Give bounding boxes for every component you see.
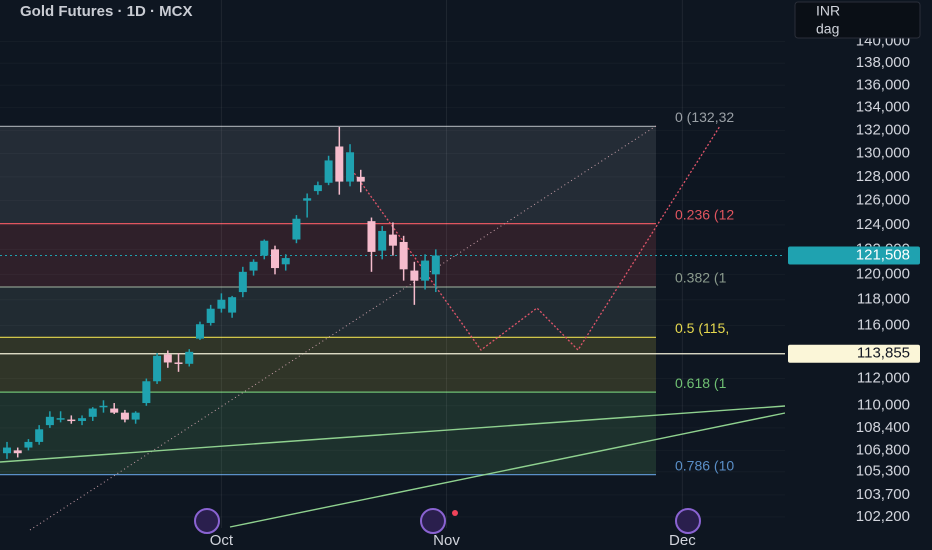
- candle-body: [13, 450, 22, 454]
- y-tick-label: 130,000: [856, 144, 910, 161]
- y-tick-label: 108,400: [856, 419, 910, 436]
- candle-body: [367, 221, 376, 252]
- event-dot: [452, 510, 458, 516]
- fib-label: 0.786 (10: [675, 457, 734, 473]
- fib-zone: [0, 223, 656, 287]
- candle-body: [131, 412, 140, 420]
- candle-body: [45, 416, 54, 426]
- marked-price-badge: [788, 344, 920, 363]
- candle-body: [356, 176, 365, 182]
- candle-body: [206, 308, 215, 323]
- y-tick-label: 118,000: [857, 291, 910, 308]
- y-tick-label: 138,000: [856, 54, 910, 71]
- candle-body: [67, 419, 76, 422]
- candle-body: [142, 381, 151, 404]
- event-icon[interactable]: [420, 508, 446, 534]
- candle-body: [431, 255, 440, 275]
- fib-label: 0.382 (1: [675, 270, 727, 286]
- x-tick-label: Nov: [433, 532, 460, 549]
- y-tick-label: 105,300: [856, 463, 910, 480]
- y-tick-label: 136,000: [856, 76, 910, 93]
- candle-body: [249, 261, 258, 271]
- y-tick-label: 103,700: [856, 486, 910, 503]
- candles: [3, 126, 440, 459]
- fib-label: 0 (132,32: [675, 109, 734, 125]
- y-tick-label: 116,000: [857, 317, 910, 334]
- candle-body: [120, 412, 129, 420]
- candle-body: [174, 362, 183, 364]
- fib-zone: [0, 337, 656, 393]
- x-tick-label: Oct: [210, 532, 234, 549]
- axis-panel: [785, 0, 932, 550]
- trend-line: [229, 412, 786, 528]
- fib-zones: 0 (132,32 0.236 (12 0.382 (1 0.5 (115, 0.618…: [0, 109, 734, 476]
- y-tick-label: 112,000: [857, 370, 910, 387]
- candle-body: [303, 198, 312, 201]
- trend-line: [0, 405, 786, 463]
- drawings: [0, 125, 786, 531]
- x-tick-label: Dec: [669, 532, 696, 549]
- chart-title: Gold Futures · 1D · MCX: [20, 3, 193, 20]
- y-tick-label: 106,800: [856, 441, 910, 458]
- candle-body: [292, 218, 301, 240]
- y-tick-label: 124,000: [856, 216, 910, 233]
- unit: dag: [816, 21, 839, 37]
- candle-body: [346, 152, 355, 182]
- last-price-label: 121,508: [856, 246, 910, 263]
- candle-body: [388, 234, 397, 246]
- fib-zone: [0, 286, 656, 338]
- event-icons: [194, 508, 701, 534]
- candle-body: [195, 324, 204, 339]
- currency-box[interactable]: [794, 1, 921, 39]
- candle-body: [335, 146, 344, 182]
- y-tick-label: 120,000: [856, 265, 910, 282]
- candle-body: [324, 160, 333, 183]
- fib-label: 0.618 (1: [675, 375, 727, 391]
- candle-body: [378, 230, 387, 251]
- candle-body: [260, 240, 269, 256]
- candle-body: [313, 185, 322, 192]
- candle-body: [217, 299, 226, 309]
- candle-body: [163, 354, 172, 363]
- candle-body: [399, 241, 408, 270]
- candle-body: [153, 355, 162, 382]
- y-tick-label: 102,200: [856, 508, 910, 525]
- candle-body: [35, 429, 44, 442]
- y-tick-label: 128,000: [856, 168, 910, 185]
- candle-body: [78, 418, 87, 421]
- event-icon[interactable]: [194, 508, 220, 534]
- event-icon[interactable]: [675, 508, 701, 534]
- y-tick-label: 110,000: [857, 397, 910, 414]
- fib-zone: [0, 392, 656, 475]
- candle-body: [421, 260, 430, 281]
- price-axis: 140,000138,000136,000134,000132,000130,0…: [210, 0, 932, 550]
- grid: [220, 0, 683, 528]
- trend-dotted: [29, 125, 657, 531]
- currency: INR: [816, 3, 840, 19]
- last-price-badge: [788, 246, 920, 265]
- candle-body: [88, 408, 97, 417]
- candle-body: [238, 271, 247, 293]
- candle-body: [56, 418, 65, 420]
- fib-label: 0.236 (12: [675, 206, 734, 222]
- candle-body: [271, 249, 279, 269]
- marked-price-label: 113,855: [857, 345, 910, 362]
- candle-body: [228, 297, 237, 313]
- candle-body: [410, 270, 419, 281]
- fib-label: 0.5 (115,: [675, 320, 729, 336]
- y-tick-label: 132,000: [856, 121, 910, 138]
- candle-body: [99, 405, 108, 408]
- candle-body: [24, 441, 33, 448]
- candle-body: [281, 258, 290, 265]
- candle-body: [3, 447, 11, 454]
- candle-body: [110, 408, 119, 413]
- y-tick-label: 126,000: [856, 192, 910, 209]
- candle-body: [185, 351, 194, 364]
- y-tick-label: 134,000: [856, 99, 910, 116]
